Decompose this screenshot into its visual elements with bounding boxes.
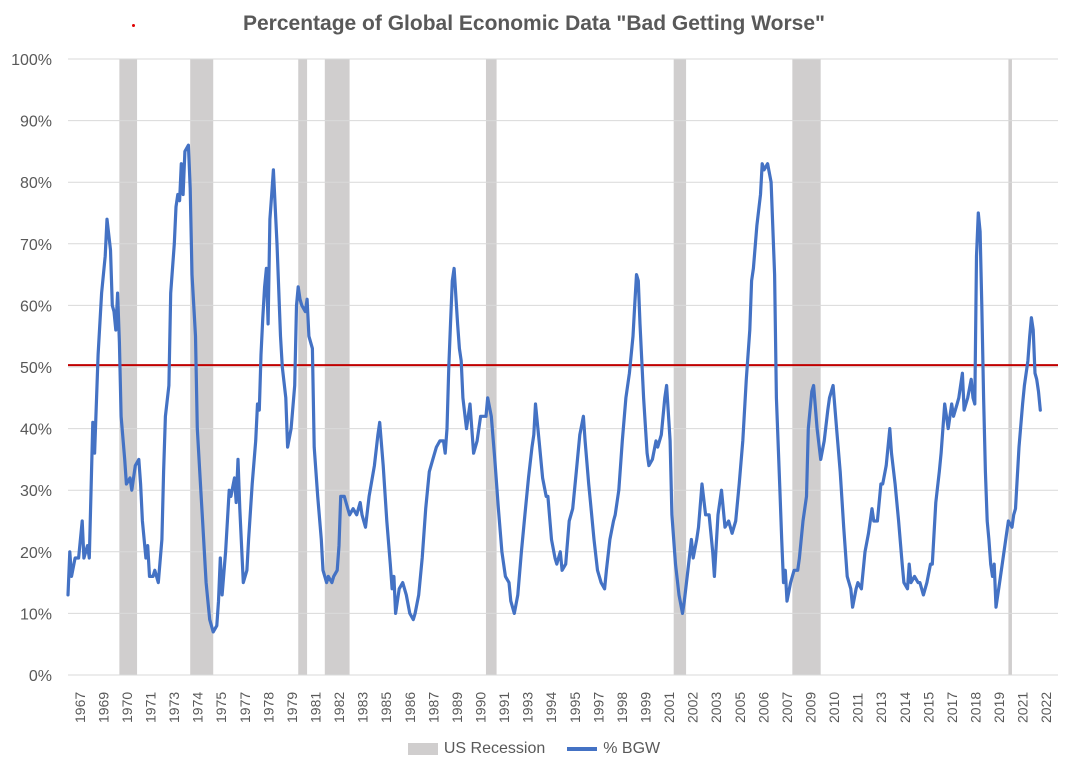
x-tick-label: 1983 (355, 692, 371, 723)
x-tick-label: 1998 (614, 692, 630, 723)
y-tick-label: 80% (20, 175, 52, 192)
y-tick-label: 0% (29, 668, 52, 685)
y-tick-label: 40% (20, 422, 52, 439)
x-tick-label: 1981 (308, 692, 324, 723)
x-tick-label: 2002 (685, 692, 701, 723)
y-tick-label: 20% (20, 545, 52, 562)
x-tick-label: 1985 (378, 692, 394, 723)
x-tick-label: 1994 (543, 692, 559, 723)
legend-swatch-recession (407, 743, 438, 755)
legend-item-bgw: % BGW (567, 740, 660, 758)
x-tick-label: 1997 (590, 692, 606, 723)
y-tick-label: 30% (20, 483, 52, 500)
x-tick-label: 2022 (1038, 692, 1054, 723)
x-tick-label: 1967 (72, 692, 88, 723)
title-marker-dot (132, 24, 135, 27)
x-tick-label: 2021 (1015, 692, 1031, 723)
x-tick-label: 1982 (331, 692, 347, 723)
y-tick-label: 100% (11, 52, 52, 69)
chart-title: Percentage of Global Economic Data "Bad … (243, 12, 825, 35)
x-tick-label: 1990 (473, 692, 489, 723)
x-tick-label: 2003 (708, 692, 724, 723)
y-tick-label: 90% (20, 114, 52, 131)
y-tick-label: 50% (20, 360, 52, 377)
x-tick-label: 1979 (284, 692, 300, 723)
x-tick-label: 2011 (850, 693, 866, 723)
x-tick-label: 2014 (897, 692, 913, 723)
x-tick-label: 1970 (119, 692, 135, 723)
y-tick-label: 60% (20, 298, 52, 315)
x-tick-label: 2001 (661, 692, 677, 723)
x-tick-label: 2009 (803, 692, 819, 723)
x-tick-label: 1993 (520, 692, 536, 723)
x-tick-label: 2005 (732, 692, 748, 723)
bgw-line (66, 143, 1042, 634)
x-tick-label: 1987 (425, 692, 441, 723)
x-tick-label: 2017 (944, 692, 960, 723)
x-tick-label: 1969 (95, 692, 111, 723)
x-tick-label: 1973 (166, 692, 182, 723)
x-tick-label: 1995 (567, 692, 583, 723)
y-tick-label: 70% (20, 237, 52, 254)
legend-label-bgw: % BGW (603, 740, 661, 757)
x-tick-label: 2006 (755, 692, 771, 723)
bgw-series (66, 143, 1042, 634)
x-tick-label: 2010 (826, 692, 842, 723)
x-tick-label: 2019 (991, 692, 1007, 723)
x-tick-label: 1999 (638, 692, 654, 723)
x-tick-label: 1971 (143, 692, 159, 723)
x-tick-label: 1975 (213, 692, 229, 723)
x-tick-label: 1974 (190, 692, 206, 723)
x-tick-label: 1977 (237, 692, 253, 723)
x-tick-label: 2018 (968, 692, 984, 723)
x-tick-label: 2015 (920, 692, 936, 723)
x-tick-label: 1989 (449, 692, 465, 723)
x-tick-label: 1991 (496, 692, 512, 723)
x-tick-label: 1978 (260, 692, 276, 723)
gridlines (68, 58, 1058, 676)
legend: US Recession % BGW (0, 740, 1068, 758)
x-tick-label: 2013 (873, 692, 889, 723)
chart-plot: 0%10%20%30%40%50%60%70%80%90%100% 1967 19… (11, 52, 1058, 723)
y-axis-ticks: 0% 10% 20% 30% 40% 50% 60% 70% 80% 90% 100% (11, 52, 52, 685)
legend-label-recession: US Recession (443, 740, 546, 757)
legend-swatch-bgw (567, 747, 598, 751)
x-axis-ticks: 1967 1969 1970 1971 1973 1974 1975 1977 1978 1979… (72, 692, 1054, 723)
x-tick-label: 1986 (402, 692, 418, 723)
y-tick-label: 10% (20, 606, 52, 623)
x-tick-label: 2007 (779, 692, 795, 723)
legend-item-recession: US Recession (407, 740, 546, 758)
